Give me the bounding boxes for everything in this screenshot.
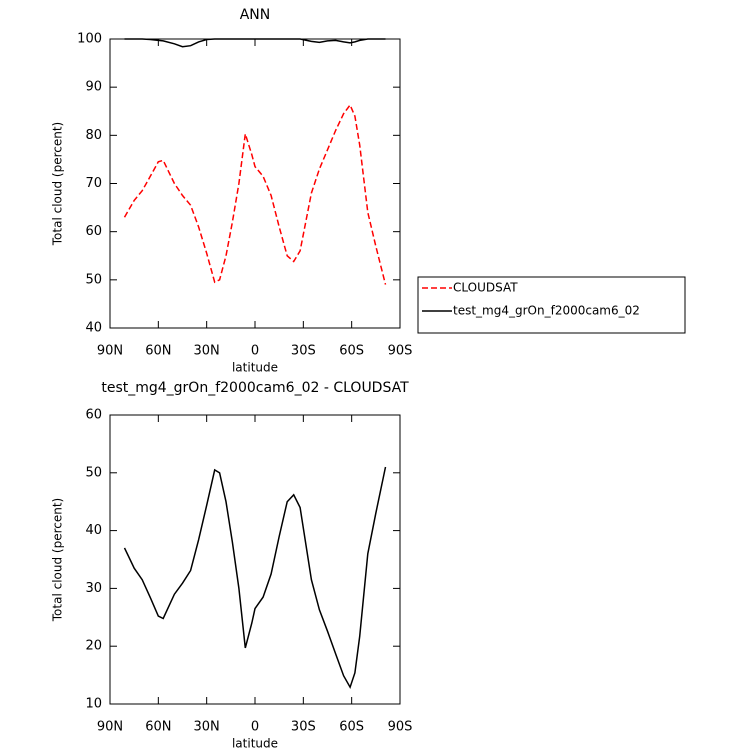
x-tick-label: 60N xyxy=(145,720,171,735)
x-tick-label: 90N xyxy=(97,344,123,359)
x-tick-label: 30N xyxy=(194,720,220,735)
x-axis-label: latitude xyxy=(232,361,278,375)
data-line xyxy=(123,466,387,690)
x-tick-label: 90S xyxy=(388,344,413,359)
x-tick-label: 60S xyxy=(339,720,364,735)
data-line xyxy=(124,38,386,48)
x-tick-label: 30S xyxy=(291,720,316,735)
y-axis-label: Total cloud (percent) xyxy=(51,122,65,246)
x-tick-label: 30N xyxy=(194,344,220,359)
y-tick-label: 30 xyxy=(85,581,102,596)
x-tick-label: 30S xyxy=(291,344,316,359)
x-tick-label: 60S xyxy=(339,344,364,359)
y-tick-label: 40 xyxy=(85,321,102,336)
legend-label: test_mg4_grOn_f2000cam6_02 xyxy=(453,304,640,318)
x-tick-label: 90N xyxy=(97,720,123,735)
legend-box xyxy=(417,276,686,334)
y-tick-label: 10 xyxy=(85,697,102,712)
y-tick-label: 20 xyxy=(85,639,102,654)
legend-label: CLOUDSAT xyxy=(453,281,518,295)
y-tick-label: 60 xyxy=(85,224,102,239)
y-tick-label: 50 xyxy=(85,465,102,480)
data-line xyxy=(123,103,387,285)
x-tick-label: 60N xyxy=(145,344,171,359)
chart-title: ANN xyxy=(240,7,271,23)
y-tick-label: 90 xyxy=(85,80,102,95)
y-tick-label: 60 xyxy=(85,408,102,423)
y-tick-label: 70 xyxy=(85,176,102,191)
y-axis-label: Total cloud (percent) xyxy=(51,498,65,622)
y-tick-label: 40 xyxy=(85,523,102,538)
x-axis-label: latitude xyxy=(232,737,278,751)
y-tick-label: 50 xyxy=(85,272,102,287)
x-tick-label: 0 xyxy=(251,720,259,735)
x-tick-label: 90S xyxy=(388,720,413,735)
x-tick-label: 0 xyxy=(251,344,259,359)
plot-frame xyxy=(109,38,401,329)
chart-title: test_mg4_grOn_f2000cam6_02 - CLOUDSAT xyxy=(101,380,409,396)
y-tick-label: 100 xyxy=(77,32,102,47)
y-tick-label: 80 xyxy=(85,128,102,143)
